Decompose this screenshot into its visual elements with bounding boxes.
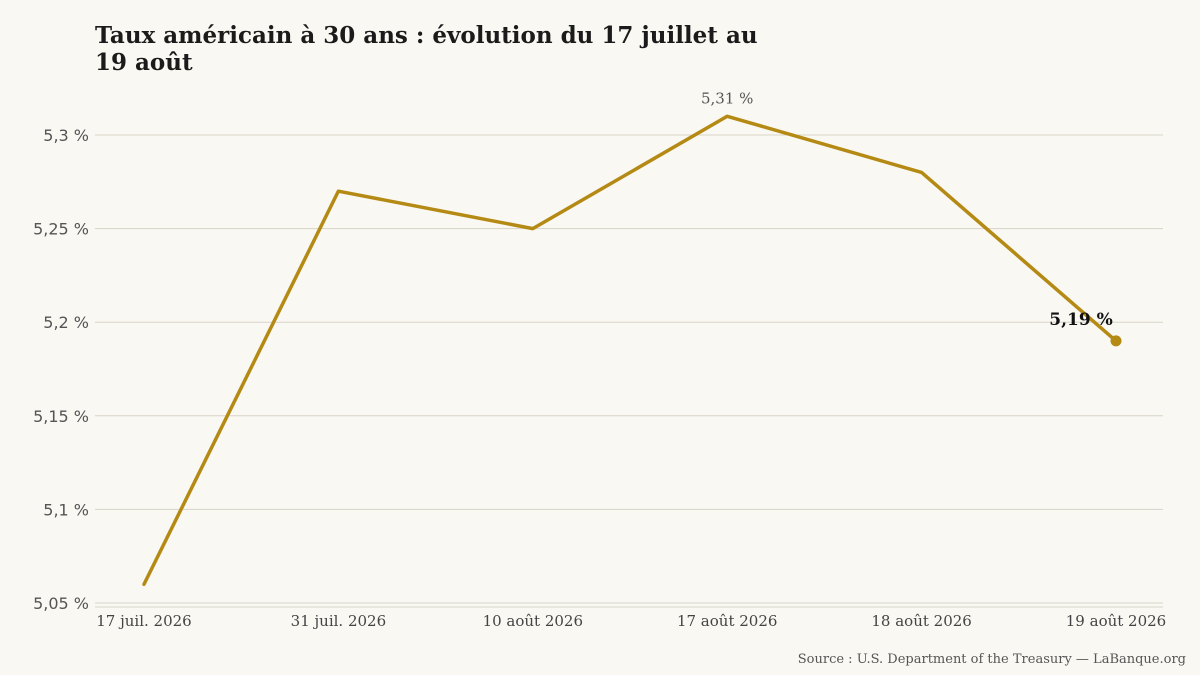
x-axis-ticks: 17 juil. 2026 31 juil. 2026 10 août 2026 17… [96,612,1166,630]
x-tick-label: 10 août 2026 [483,612,583,630]
x-tick-label: 31 juil. 2026 [291,612,386,630]
y-tick-label: 5,05 % [33,594,89,613]
y-tick-label: 5,15 % [33,407,89,426]
last-point-marker [1110,335,1122,347]
y-tick-label: 5,3 % [43,126,89,145]
x-tick-label: 19 août 2026 [1066,612,1166,630]
chart-title: Taux américain à 30 ans : évolution du 1… [95,22,758,76]
peak-value-label: 5,31 % [701,89,753,107]
source-note: Source : U.S. Department of the Treasury… [797,652,1186,667]
y-tick-label: 5,25 % [33,220,89,239]
annotations: 5,31 % 5,19 % [701,89,1113,330]
last-value-label: 5,19 % [1049,310,1112,330]
y-tick-label: 5,2 % [43,313,89,332]
gridlines [95,134,1163,608]
series-layer [142,114,1122,587]
x-tick-label: 17 août 2026 [677,612,777,630]
series-line [142,114,1118,587]
y-tick-label: 5,1 % [43,500,89,519]
y-axis-ticks: 5,05 % 5,1 % 5,15 % 5,2 % 5,25 % 5,3 % [33,126,89,613]
x-tick-label: 18 août 2026 [871,612,971,630]
x-tick-label: 17 juil. 2026 [96,612,191,630]
